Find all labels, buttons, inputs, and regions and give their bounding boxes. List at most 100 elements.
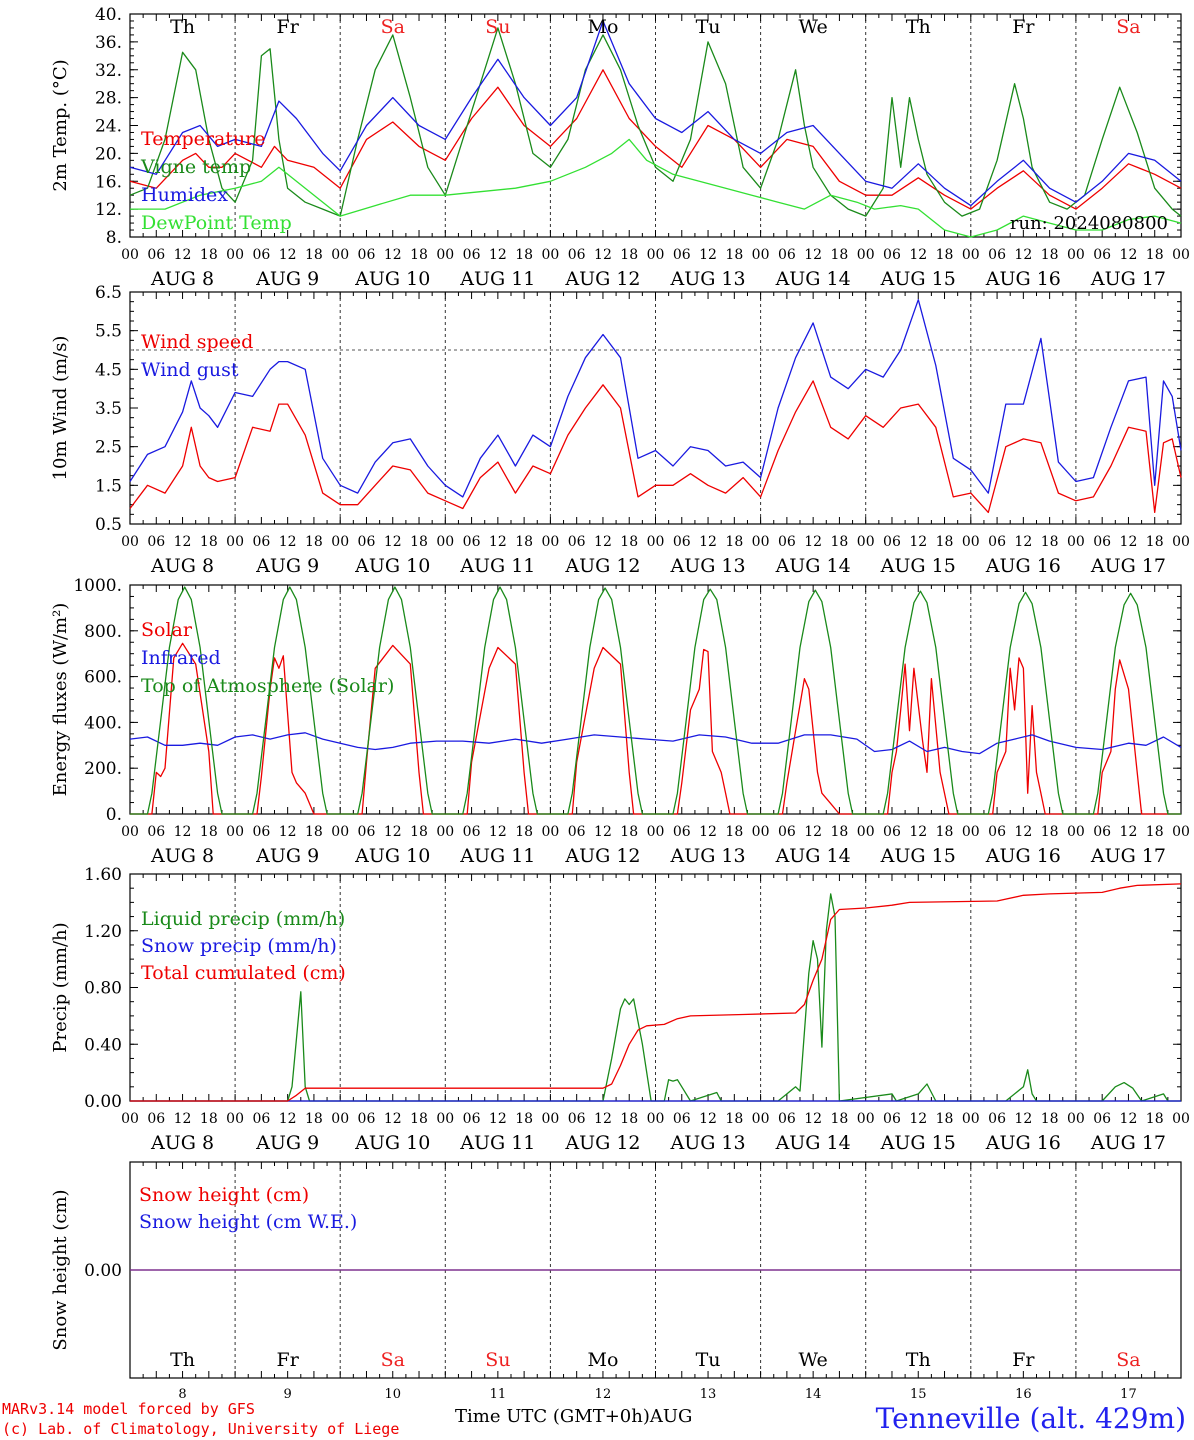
series-line	[129, 380, 1182, 514]
hour-label: 00	[1172, 247, 1190, 263]
hour-label: 00	[331, 534, 349, 550]
y-tick-label: 1000.	[73, 576, 122, 596]
hour-label: 00	[857, 824, 875, 840]
day-number-label: 12	[595, 1387, 612, 1402]
day-label: AUG 12	[564, 555, 640, 577]
day-label: AUG 14	[775, 845, 851, 867]
hour-label: 06	[988, 824, 1006, 840]
y-axis-title: 10m Wind (m/s)	[50, 336, 71, 481]
hour-label: 18	[620, 247, 638, 263]
day-label: AUG 13	[669, 845, 745, 867]
hour-label: 00	[1172, 1111, 1190, 1127]
hour-label: 12	[279, 1111, 297, 1127]
y-tick-label: 0.	[106, 805, 122, 825]
hour-label: 00	[1172, 824, 1190, 840]
weekday-label: Fr	[1012, 16, 1035, 38]
day-label: AUG 16	[985, 555, 1061, 577]
y-tick-label: 16.	[95, 172, 122, 192]
hour-label: 18	[305, 824, 323, 840]
hour-label: 00	[1172, 534, 1190, 550]
hour-label: 06	[568, 1111, 586, 1127]
day-label: AUG 17	[1090, 1132, 1166, 1154]
hour-label: 12	[909, 824, 927, 840]
hour-label: 18	[1041, 534, 1059, 550]
legend-entry: Humidex	[141, 184, 228, 206]
y-tick-label: 20.	[95, 144, 122, 164]
hour-label: 00	[541, 1111, 559, 1127]
series-line	[130, 138, 1182, 238]
hour-label: 00	[962, 1111, 980, 1127]
y-axis-title: Energy fluxes (W/m²)	[50, 603, 71, 797]
weekday-label: Tu	[696, 16, 721, 38]
model-credit: MARv3.14 model forced by GFS	[2, 1400, 255, 1418]
time-axis-label: Time UTC (GMT+0h)AUG	[455, 1406, 693, 1427]
day-label: AUG 9	[255, 555, 319, 577]
hour-label: 12	[909, 247, 927, 263]
day-label: AUG 8	[150, 268, 214, 290]
hour-label: 06	[778, 824, 796, 840]
y-tick-label: 28.	[95, 89, 122, 109]
hour-label: 12	[174, 247, 192, 263]
hour-label: 18	[515, 247, 533, 263]
hour-label: 06	[358, 1111, 376, 1127]
day-label: AUG 14	[775, 1132, 851, 1154]
hour-label: 12	[804, 247, 822, 263]
y-tick-label: 600.	[84, 668, 122, 688]
y-tick-label: 2.5	[95, 438, 122, 458]
hour-label: 06	[358, 247, 376, 263]
hour-label: 06	[1093, 534, 1111, 550]
day-label: AUG 14	[775, 268, 851, 290]
hour-label: 06	[778, 534, 796, 550]
weekday-label: Sa	[1116, 16, 1140, 38]
hour-label: 18	[1146, 824, 1164, 840]
hour-label: 18	[305, 247, 323, 263]
hour-label: 06	[1093, 247, 1111, 263]
hour-label: 18	[1146, 247, 1164, 263]
hour-label: 06	[673, 534, 691, 550]
hour-label: 06	[883, 534, 901, 550]
day-label: AUG 11	[459, 845, 535, 867]
series-line	[129, 20, 1182, 207]
hour-label: 00	[541, 824, 559, 840]
hour-label: 06	[673, 247, 691, 263]
legend-entry: Temperature	[141, 128, 265, 150]
y-tick-label: 8.	[106, 228, 122, 248]
hour-label: 12	[804, 1111, 822, 1127]
temp-panel: 8. 12. 16. 20. 24. 28. 32. 36. 40. 2m Temp. (°C) T…	[50, 5, 1190, 290]
y-tick-label: 1.60	[84, 865, 122, 885]
hour-label: 00	[331, 247, 349, 263]
day-label: AUG 17	[1090, 268, 1166, 290]
hour-label: 18	[305, 1111, 323, 1127]
weekday-label: Th	[170, 16, 195, 38]
day-label: AUG 12	[564, 268, 640, 290]
day-number-label: 10	[384, 1387, 401, 1402]
hour-label: 00	[226, 824, 244, 840]
legend-entry: Snow precip (mm/h)	[141, 935, 337, 957]
series-line	[130, 586, 1181, 815]
hour-label: 00	[1067, 1111, 1085, 1127]
day-label: AUG 12	[564, 1132, 640, 1154]
weekday-label: Mo	[587, 16, 618, 38]
y-tick-label: 4.5	[95, 360, 122, 380]
day-number-label: 14	[805, 1387, 822, 1402]
hour-label: 06	[463, 824, 481, 840]
y-tick-label: 200.	[84, 759, 122, 779]
hour-label: 06	[1093, 824, 1111, 840]
hour-label: 00	[541, 247, 559, 263]
hour-label: 18	[831, 534, 849, 550]
day-label: AUG 10	[354, 1132, 430, 1154]
hour-label: 06	[463, 534, 481, 550]
series-line	[130, 893, 1181, 1102]
day-label: AUG 8	[150, 1132, 214, 1154]
legend-entry: Top of Atmosphere (Solar)	[141, 675, 394, 697]
hour-label: 18	[936, 824, 954, 840]
day-label: AUG 16	[985, 268, 1061, 290]
day-label: AUG 10	[354, 268, 430, 290]
legend-entry: Solar	[141, 619, 193, 641]
hour-label: 00	[121, 247, 139, 263]
y-tick-label: 0.5	[95, 515, 122, 535]
hour-label: 18	[305, 534, 323, 550]
weekday-label: Th	[906, 16, 931, 38]
legend-entry: Wind speed	[141, 331, 253, 353]
hour-label: 12	[174, 534, 192, 550]
